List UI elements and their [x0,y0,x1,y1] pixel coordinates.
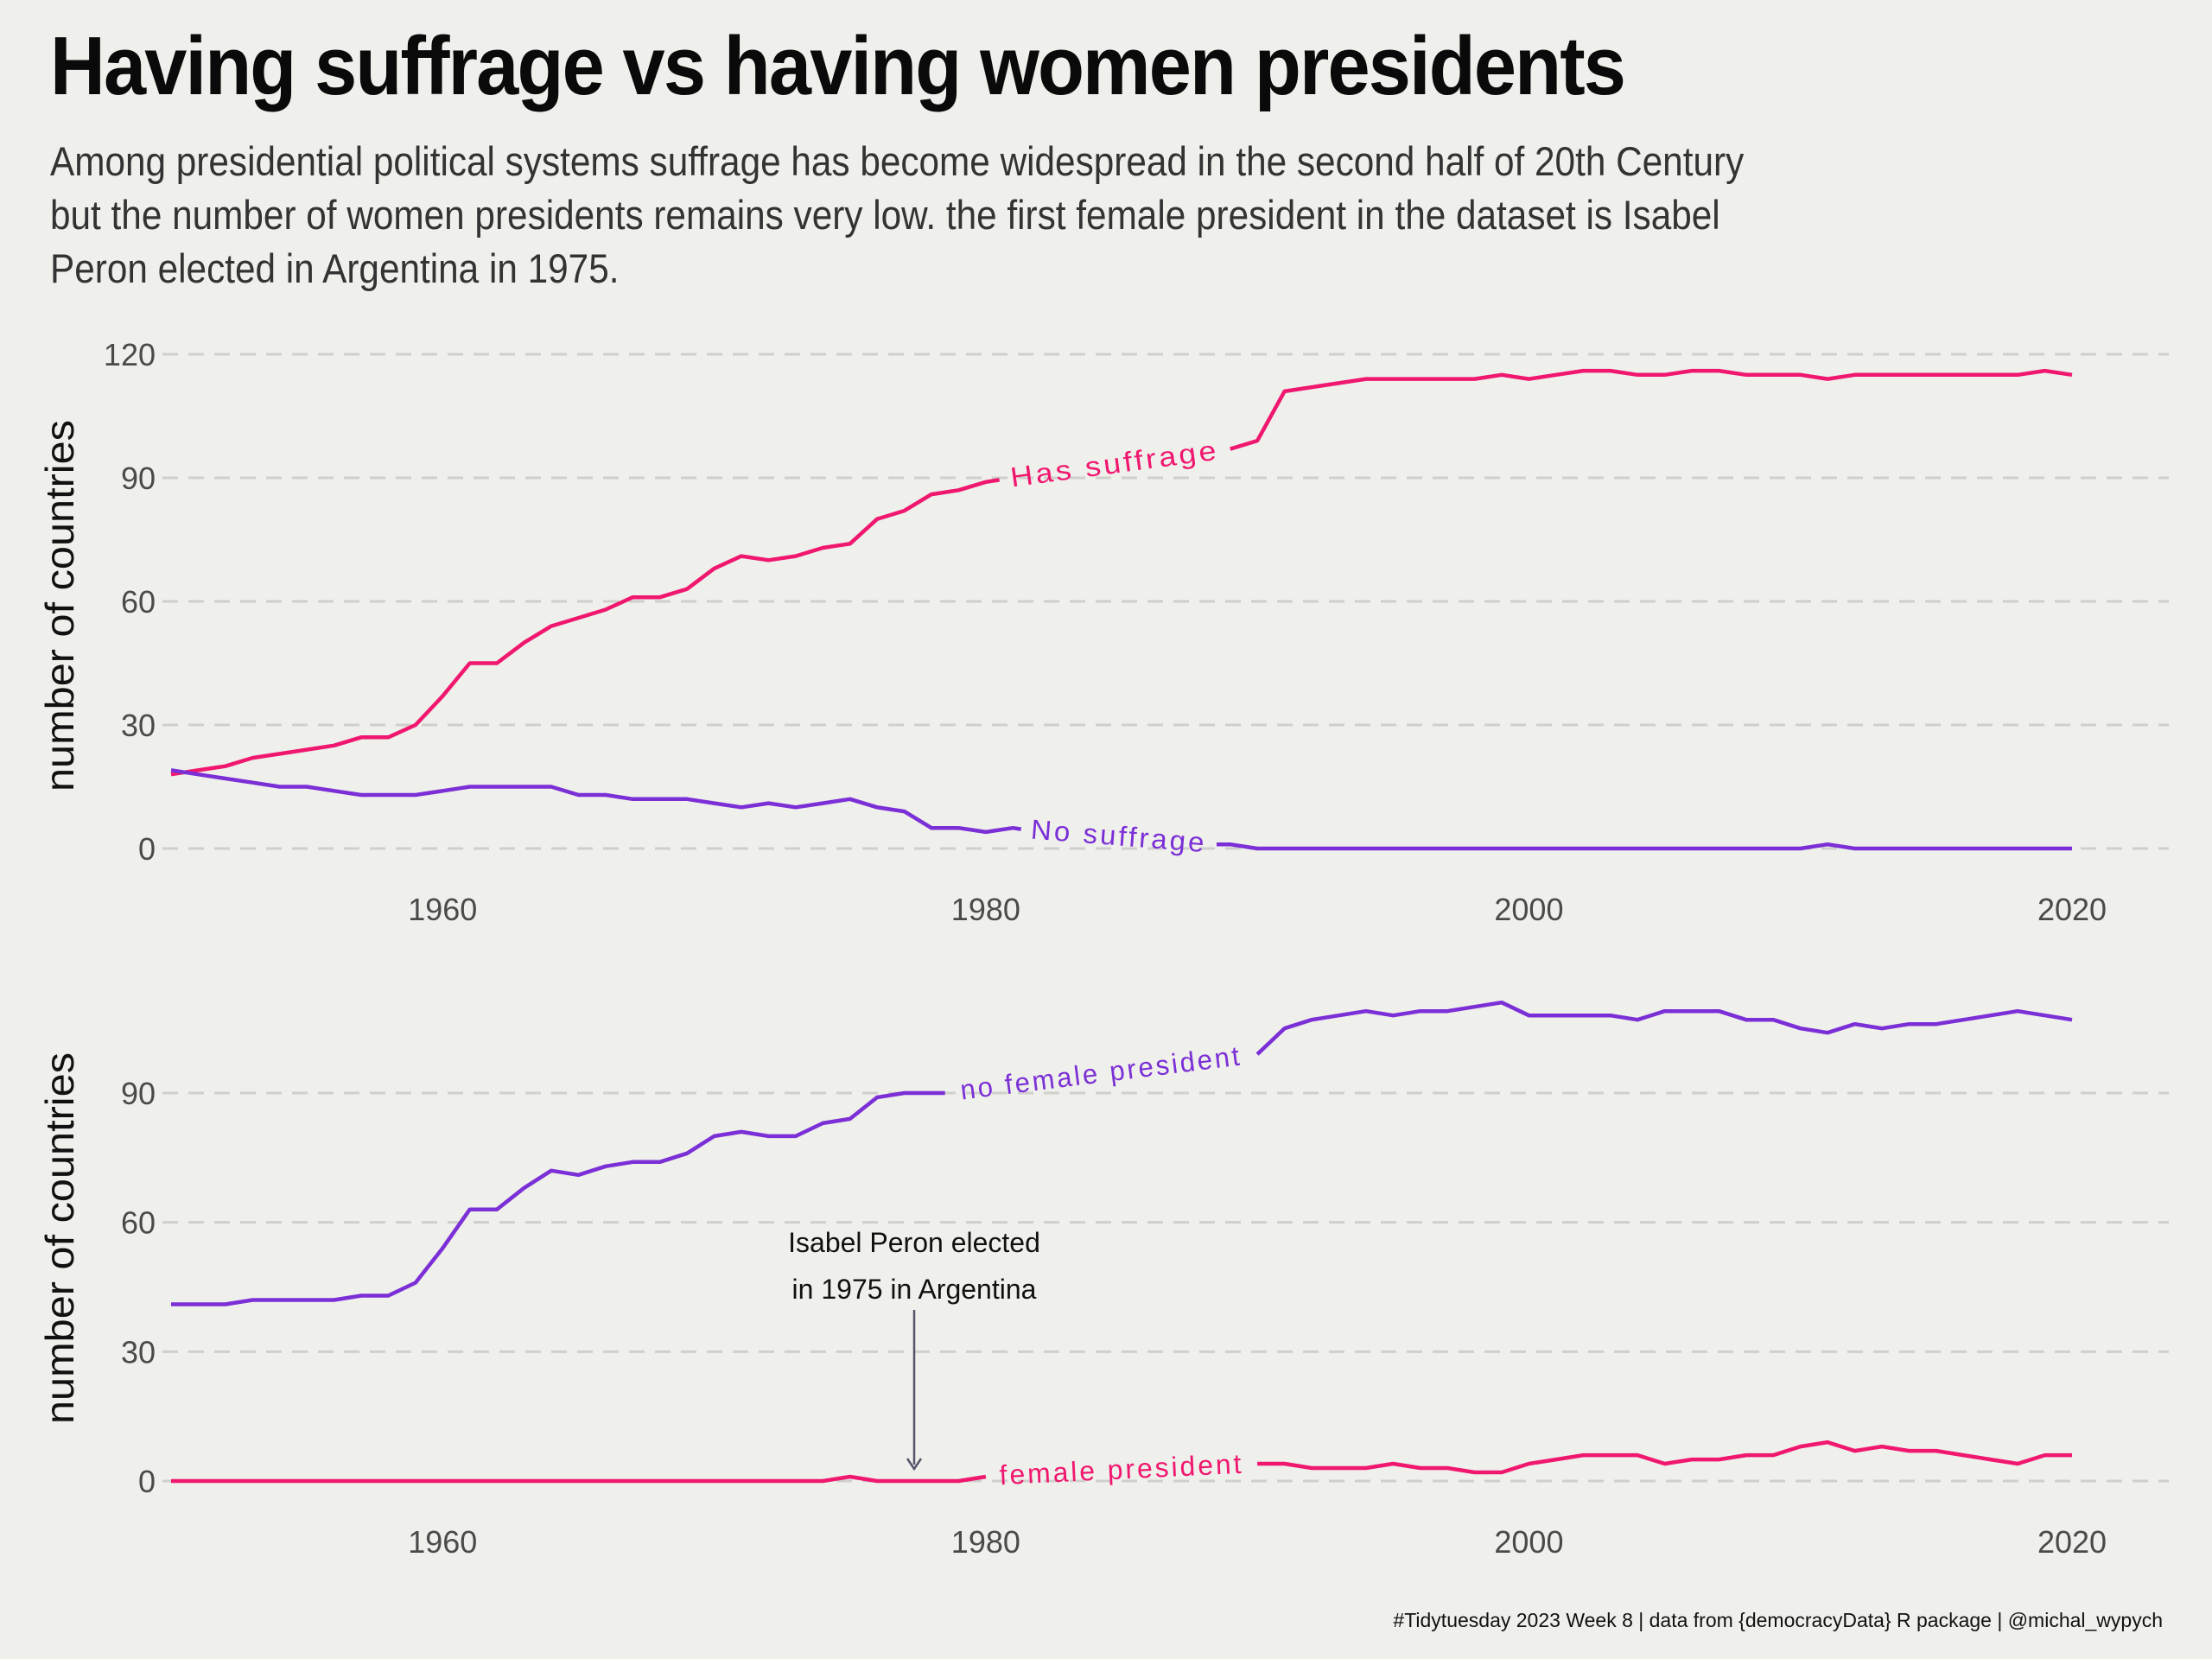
series-line-top-0-seg1 [1230,368,2073,451]
y-tick-label: 30 [121,1334,156,1370]
series-label-no-suffrage: No suffrage [1030,814,1208,859]
x-tick-label: 1980 [951,1524,1020,1560]
bottom-y-axis-label: number of countries [37,1052,82,1424]
bottom-series-labels: no female president female president [958,1039,1244,1491]
x-tick-label: 2000 [1494,1524,1563,1560]
bottom-series [171,1000,2073,1484]
series-label-female-president: female president [999,1448,1244,1491]
x-tick-label: 1980 [951,892,1020,927]
caption: #Tidytuesday 2023 Week 8 | data from {de… [1393,1609,2163,1631]
series-line-bottom-0-seg1 [1255,1000,2073,1056]
annotation-line-1: Isabel Peron elected [788,1227,1040,1258]
top-y-axis-label: number of countries [37,420,82,791]
top-x-ticks: 1960 1980 2000 2020 [408,892,2107,927]
series-line-top-0-seg0 [170,478,1000,777]
page-title: Having suffrage vs having women presiden… [50,20,1626,112]
bottom-x-ticks: 1960 1980 2000 2020 [408,1524,2107,1560]
x-tick-label: 1960 [408,892,477,927]
top-panel: 0 30 60 90 120 1960 1980 2000 2020 number of co… [37,337,2169,927]
y-tick-label: 60 [121,584,156,620]
y-tick-label: 0 [138,831,156,867]
y-tick-label: 120 [104,337,156,372]
series-line-top-1-seg0 [170,768,1022,835]
x-tick-label: 1960 [408,1524,477,1560]
y-tick-label: 0 [138,1464,156,1499]
bottom-y-ticks: 0 30 60 90 [121,1076,156,1499]
series-line-bottom-1-seg0 [171,1474,987,1484]
x-tick-label: 2000 [1494,892,1563,927]
series-label-has-suffrage: Has suffrage [1008,435,1221,493]
bottom-grid [162,1091,2169,1483]
y-tick-label: 30 [121,708,156,743]
annotation-line-2: in 1975 in Argentina [792,1274,1037,1305]
bottom-panel: 0 30 60 90 1960 1980 2000 2020 number of count… [37,1000,2169,1560]
top-y-ticks: 0 30 60 90 120 [104,337,156,867]
page-subtitle: Among presidential political systems suf… [50,138,1745,291]
peron-annotation: Isabel Peron elected in 1975 in Argentin… [788,1227,1040,1471]
top-series [170,368,2073,851]
series-line-top-1-seg1 [1217,842,2072,851]
series-label-no-female-president: no female president [958,1039,1243,1105]
y-tick-label: 60 [121,1205,156,1241]
top-series-labels: Has suffrage No suffrage [1008,435,1221,859]
x-tick-label: 2020 [2037,1524,2107,1560]
x-tick-label: 2020 [2037,892,2107,927]
series-line-bottom-0-seg0 [171,1090,945,1306]
top-grid [162,353,2169,850]
y-tick-label: 90 [121,461,156,496]
annotation-arrowhead [906,1458,923,1471]
series-line-bottom-1-seg1 [1257,1440,2072,1475]
y-tick-label: 90 [121,1076,156,1111]
